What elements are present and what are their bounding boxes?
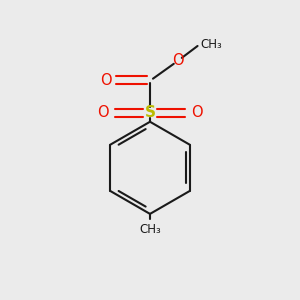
Text: S: S <box>145 105 155 120</box>
Text: CH₃: CH₃ <box>139 223 161 236</box>
Text: O: O <box>97 105 108 120</box>
Text: O: O <box>100 73 111 88</box>
Text: O: O <box>192 105 203 120</box>
Text: CH₃: CH₃ <box>200 38 222 51</box>
Text: O: O <box>172 53 184 68</box>
